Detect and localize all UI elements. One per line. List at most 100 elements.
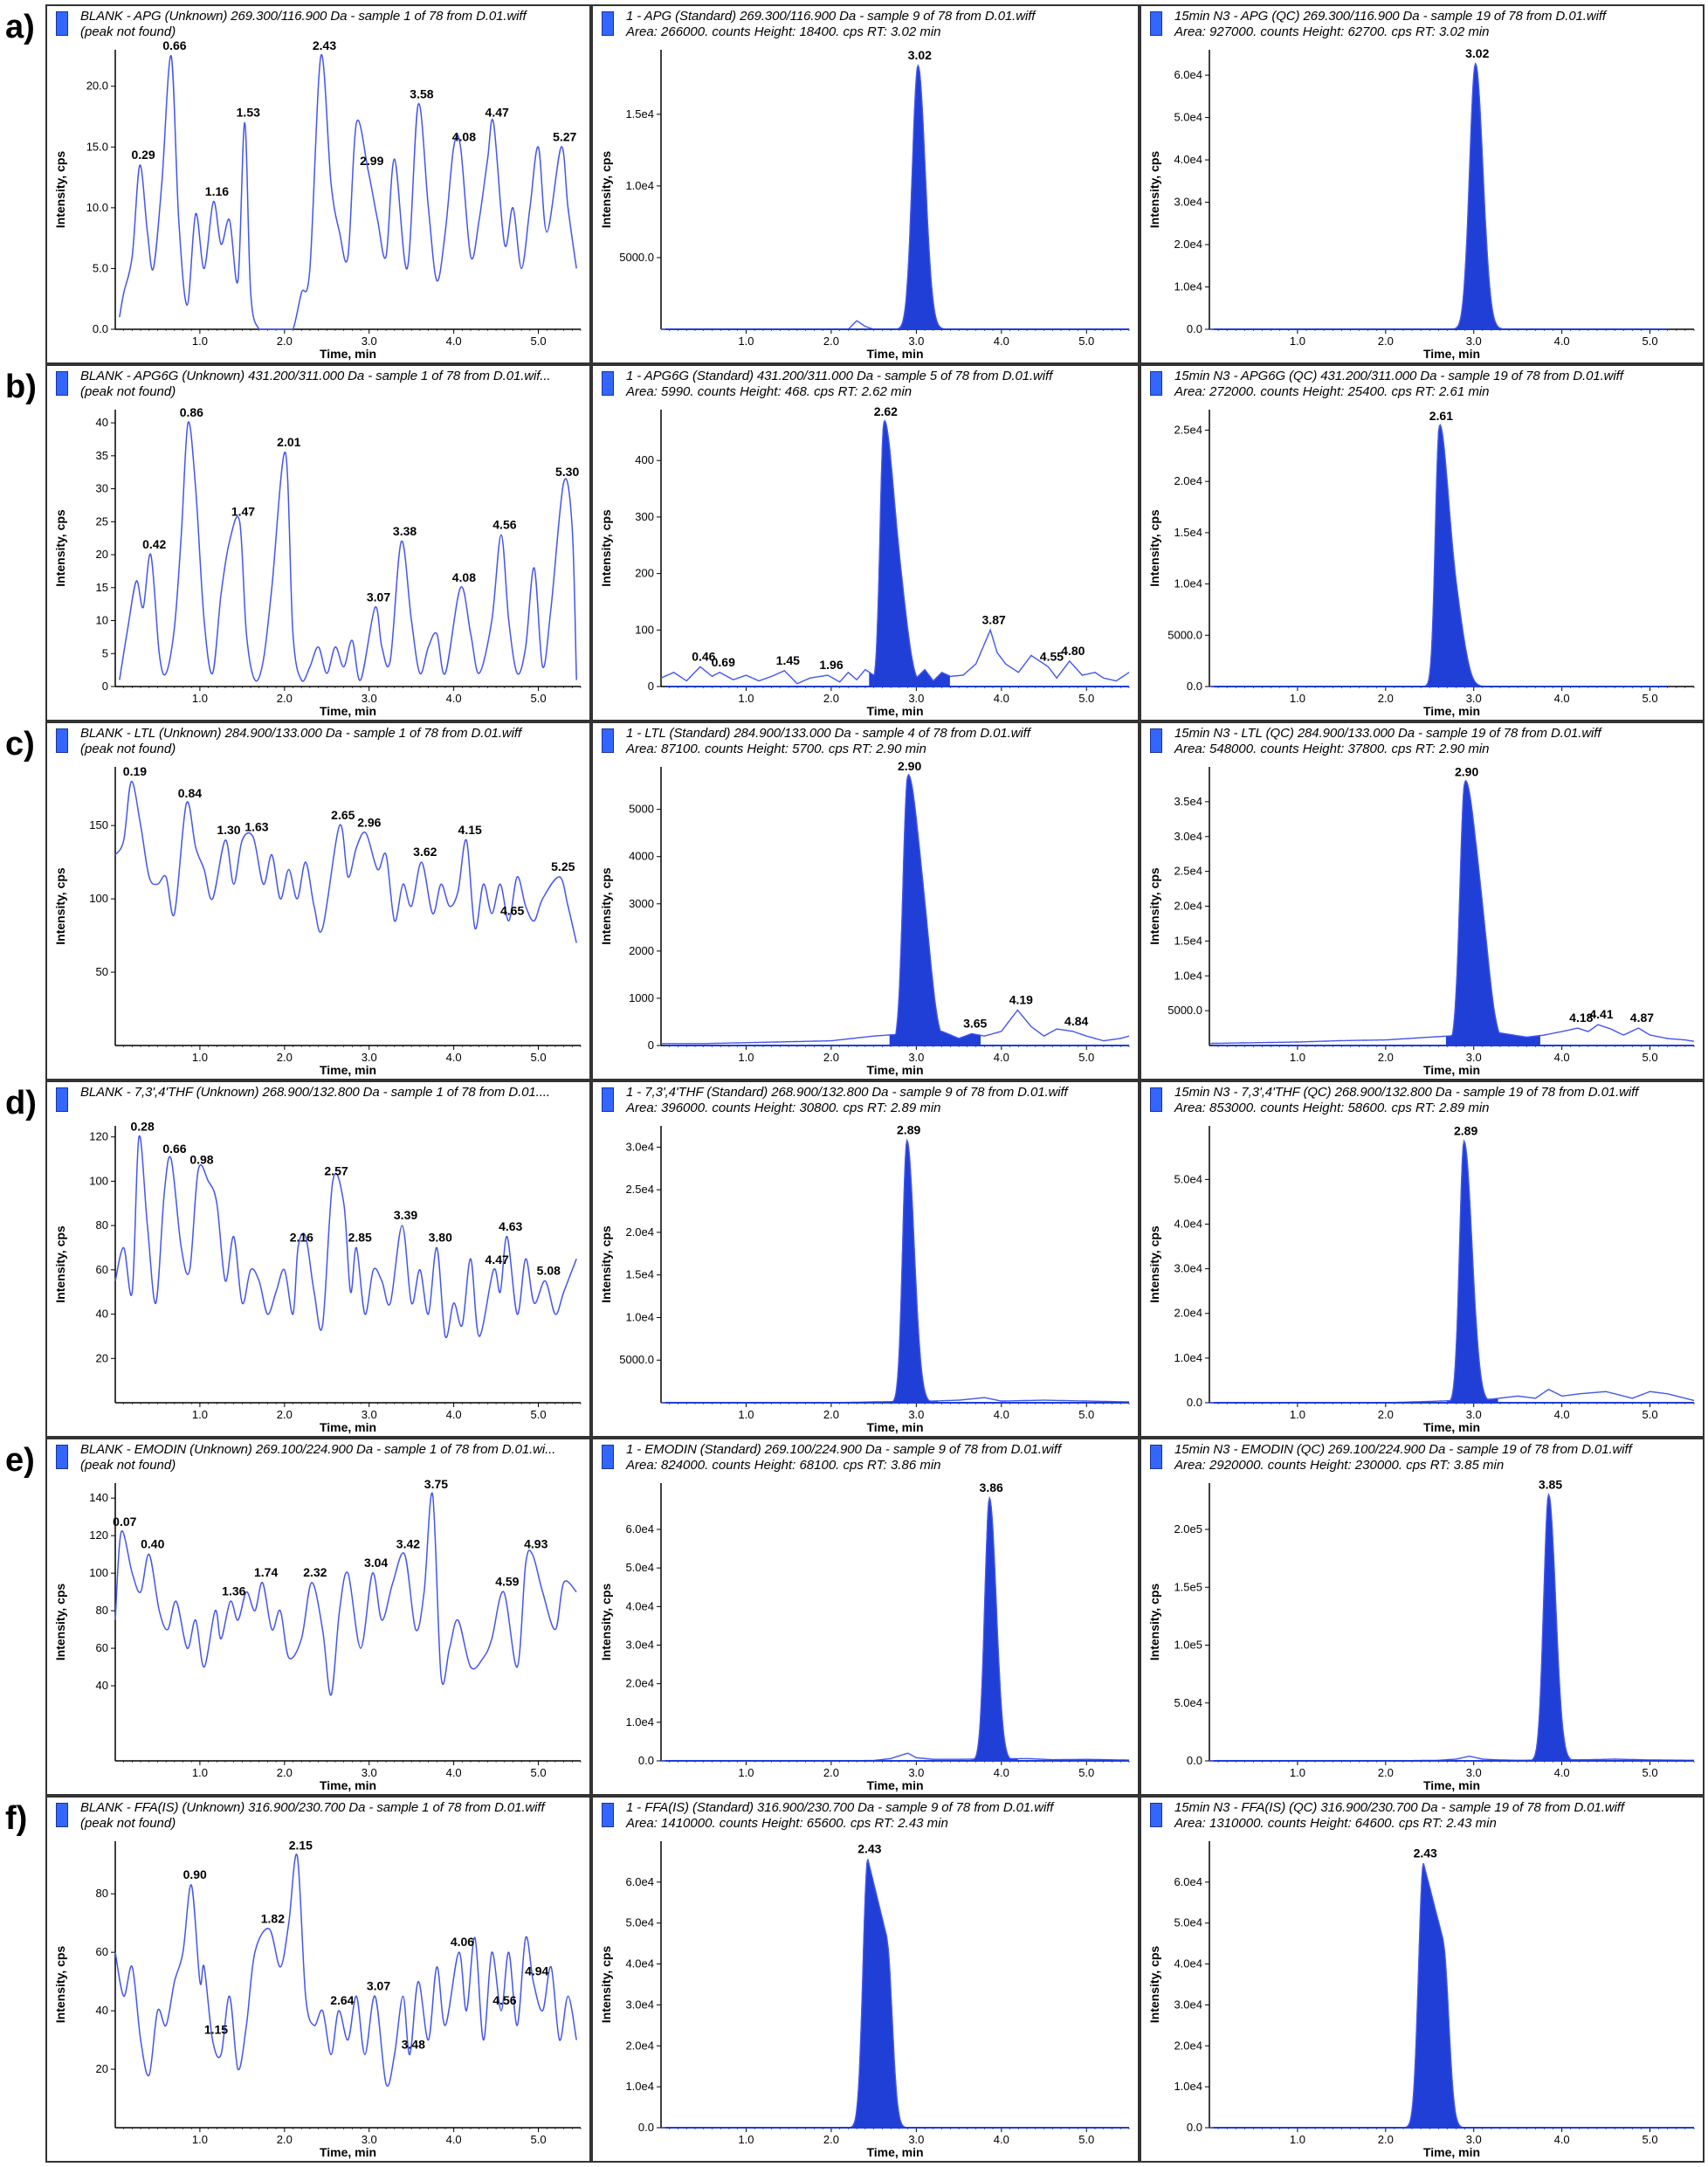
x-tick-label: 2.0 (823, 1408, 839, 1421)
y-tick-label: 5000 (629, 803, 654, 816)
peak-label: 3.42 (396, 1537, 420, 1551)
chromatogram-trace (1209, 1492, 1694, 1762)
y-tick-label: 1.0e5 (1174, 1639, 1202, 1652)
x-tick-label: 4.0 (994, 1766, 1009, 1779)
peak-label: 4.63 (499, 1219, 522, 1233)
chromatogram-panel-b2: 1 - APG6G (Standard) 431.200/311.000 Da … (591, 364, 1140, 721)
peak-label: 0.90 (183, 1867, 207, 1881)
x-axis-label: Time, min (1423, 1778, 1480, 1792)
y-tick-label: 1000 (629, 991, 654, 1004)
y-tick-label: 3.0e4 (1174, 830, 1202, 843)
peak-label: 1.74 (254, 1565, 278, 1579)
chart-svg: 1.0 2.0 3.0 4.0 5.0 5000.0 1.0e4 1.5e4 Time, min… (599, 48, 1130, 361)
peak-label: 4.15 (458, 823, 482, 837)
peak-label: 4.47 (486, 105, 509, 119)
x-tick-label: 1.0 (192, 692, 208, 705)
row-label: c) (5, 726, 35, 763)
peak-label: 3.02 (908, 48, 932, 62)
panel-title: BLANK - 7,3',4'THF (Unknown) 268.900/132… (80, 1085, 550, 1100)
x-tick-label: 4.0 (1554, 1408, 1570, 1421)
y-tick-label: 10.0 (86, 201, 108, 214)
peak-label: 4.06 (451, 1935, 474, 1949)
y-tick-label: 15.0 (86, 140, 108, 153)
peak-label: 4.47 (486, 1253, 509, 1266)
y-tick-label: 60 (96, 1641, 108, 1654)
panel-subtitle: Area: 2920000. counts Height: 230000. cp… (1174, 1458, 1505, 1473)
chromatogram-trace (661, 64, 1129, 330)
chart-svg: 1.0 2.0 3.0 4.0 5.0 0 100 200 300 400 Time, min Int… (599, 404, 1130, 718)
legend-color-icon (602, 11, 614, 36)
x-tick-label: 1.0 (1290, 2133, 1305, 2146)
peak-label: 0.07 (113, 1515, 136, 1529)
peak-label: 2.90 (898, 759, 921, 773)
x-tick-label: 3.0 (1466, 335, 1482, 348)
y-tick-label: 35 (96, 449, 108, 462)
panel-title: 15min N3 - EMODIN (QC) 269.100/224.900 D… (1174, 1442, 1632, 1457)
chart-svg: 1.0 2.0 3.0 4.0 5.0 5000.0 1.0e4 1.5e4 2.0e4 2.5e… (1147, 765, 1695, 1077)
y-tick-label: 1.5e4 (625, 107, 654, 121)
peak-area (971, 1496, 1018, 1762)
chromatogram-trace (114, 1853, 577, 2088)
peak-area (1423, 424, 1505, 687)
peak-label: 4.18 (1569, 1011, 1593, 1025)
y-tick-label: 3.0e4 (625, 1998, 654, 2011)
x-tick-label: 4.0 (1554, 1766, 1570, 1779)
x-axis-label: Time, min (1423, 347, 1480, 361)
y-axis-label: Intensity, cps (599, 1225, 613, 1303)
y-axis-label: Intensity, cps (1147, 1584, 1161, 1661)
x-axis-label: Time, min (1423, 2145, 1480, 2159)
x-tick-label: 4.0 (994, 335, 1009, 348)
x-tick-label: 5.0 (1078, 1408, 1094, 1421)
panel-subtitle: Area: 396000. counts Height: 30800. cps … (626, 1101, 941, 1115)
x-tick-label: 3.0 (908, 1051, 924, 1064)
y-tick-label: 1.0e4 (625, 1310, 654, 1323)
y-tick-label: 5 (102, 646, 108, 659)
peak-label: 1.15 (204, 2023, 228, 2037)
y-tick-label: 30 (96, 482, 108, 495)
peak-label: 4.93 (524, 1537, 548, 1551)
chromatogram-trace (1209, 779, 1695, 1045)
legend-color-icon (602, 1087, 614, 1112)
y-axis-label: Intensity, cps (53, 1946, 67, 2024)
x-tick-label: 2.0 (823, 1766, 839, 1779)
x-axis-label: Time, min (320, 1778, 376, 1792)
y-axis-label: Intensity, cps (1147, 151, 1161, 229)
peak-label: 2.43 (313, 38, 336, 52)
legend-color-icon (56, 1803, 68, 1827)
legend-color-icon (1150, 1445, 1162, 1469)
chromatogram-trace (1209, 1139, 1695, 1404)
x-tick-label: 3.0 (1466, 1408, 1482, 1421)
x-tick-label: 2.0 (277, 1408, 293, 1421)
x-tick-label: 2.0 (823, 2133, 839, 2146)
y-axis-label: Intensity, cps (599, 867, 613, 945)
peak-label: 3.07 (367, 1978, 390, 1992)
x-tick-label: 5.0 (1643, 1051, 1658, 1064)
peak-label: 4.56 (492, 517, 516, 531)
y-tick-label: 1.0e4 (1174, 280, 1202, 293)
peak-label: 3.86 (980, 1480, 1003, 1494)
x-tick-label: 1.0 (1290, 1766, 1305, 1779)
chart-svg: 1.0 2.0 3.0 4.0 5.0 0.0 5.0 10.0 15.0 20.0 Time, m… (53, 38, 582, 361)
y-axis-label: Intensity, cps (1147, 1946, 1161, 2024)
peak-label: 4.80 (1061, 644, 1085, 658)
x-tick-label: 3.0 (362, 692, 377, 705)
chromatogram-trace (114, 781, 577, 943)
panel-subtitle: (peak not found) (80, 1816, 176, 1831)
y-tick-label: 20 (96, 2062, 108, 2075)
legend-color-icon (1150, 728, 1162, 753)
peak-label: 2.15 (289, 1839, 313, 1853)
x-tick-label: 2.0 (277, 692, 293, 705)
peak-label: 2.90 (1455, 765, 1478, 779)
x-tick-label: 1.0 (738, 335, 754, 348)
y-tick-label: 5000.0 (619, 1353, 654, 1366)
x-tick-label: 4.0 (446, 2133, 462, 2146)
x-tick-label: 4.0 (994, 2133, 1009, 2146)
x-tick-label: 1.0 (192, 1408, 208, 1421)
chart-svg: 1.0 2.0 3.0 4.0 5.0 20 40 60 80 Time, min Intensit… (53, 1839, 582, 2159)
peak-label: 1.96 (819, 658, 843, 672)
y-tick-label: 2.0e4 (625, 1225, 654, 1239)
peak-label: 2.61 (1429, 409, 1453, 423)
x-tick-label: 4.0 (1554, 1051, 1570, 1064)
y-axis-label: Intensity, cps (1147, 509, 1161, 587)
y-tick-label: 400 (635, 453, 654, 466)
